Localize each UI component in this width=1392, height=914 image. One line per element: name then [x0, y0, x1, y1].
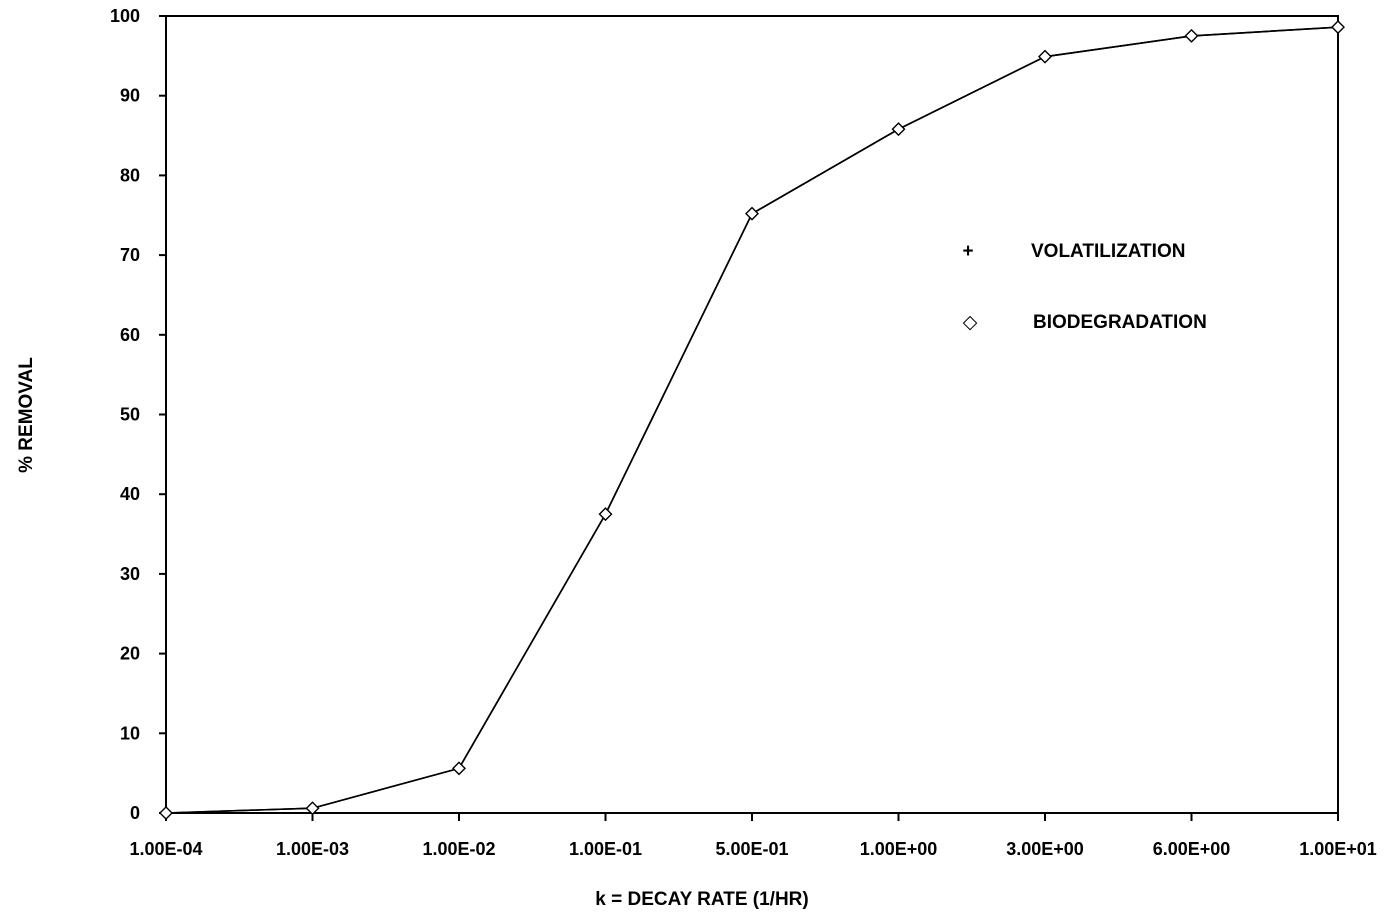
y-tick-label: 40: [120, 484, 140, 504]
y-tick-label: 0: [130, 803, 140, 823]
legend-marker-biodegradation: ◇: [963, 312, 978, 333]
y-tick-label: 20: [120, 644, 140, 664]
x-tick-label: 1.00E-02: [422, 839, 495, 859]
x-axis: 1.00E-04 1.00E-03 1.00E-02 1.00E-01 5.00E-01…: [129, 813, 1377, 859]
x-tick-label: 1.00E-03: [276, 839, 349, 859]
data-point-biodegradation: [891, 122, 906, 137]
y-axis: 0 10 20 30 40 50 60 70 80 90 100: [110, 6, 166, 823]
y-tick-label: 100: [110, 6, 140, 26]
legend-marker-volatilization: +: [962, 241, 973, 262]
y-tick-label: 30: [120, 564, 140, 584]
y-tick-label: 50: [120, 405, 140, 425]
legend-label-biodegradation: BIODEGRADATION: [1033, 312, 1207, 333]
data-point-biodegradation: [1038, 49, 1052, 64]
x-tick-label: 3.00E+00: [1006, 839, 1084, 859]
data-point-biodegradation: [452, 761, 466, 776]
data-point-biodegradation: [305, 801, 320, 816]
legend: + VOLATILIZATION ◇ BIODEGRADATION: [962, 241, 1206, 333]
series-line-volatilization: [165, 26, 1339, 814]
x-tick-label: 6.00E+00: [1153, 839, 1231, 859]
series-layer: [159, 20, 1345, 820]
plot-frame: [165, 15, 1339, 814]
y-tick-label: 70: [120, 245, 140, 265]
y-tick-label: 90: [120, 86, 140, 106]
x-tick-label: 1.00E+00: [860, 839, 938, 859]
x-tick-label: 1.00E-01: [569, 839, 642, 859]
legend-label-volatilization: VOLATILIZATION: [1031, 241, 1185, 262]
data-point-biodegradation: [745, 206, 759, 221]
x-tick-label: 1.00E-04: [129, 839, 202, 859]
x-tick-label: 5.00E-01: [715, 839, 788, 859]
data-point-biodegradation: [1331, 20, 1345, 35]
y-tick-label: 80: [120, 165, 140, 185]
data-point-biodegradation: [1184, 28, 1199, 43]
x-axis-title: k = DECAY RATE (1/HR): [595, 889, 808, 910]
series-line-biodegradation: [165, 26, 1339, 814]
y-tick-label: 10: [120, 723, 140, 743]
y-axis-title: % REMOVAL: [16, 357, 37, 473]
y-tick-label: 60: [120, 325, 140, 345]
data-point-biodegradation: [159, 806, 173, 820]
data-point-biodegradation: [598, 507, 613, 522]
x-tick-label: 1.00E+01: [1299, 839, 1377, 859]
